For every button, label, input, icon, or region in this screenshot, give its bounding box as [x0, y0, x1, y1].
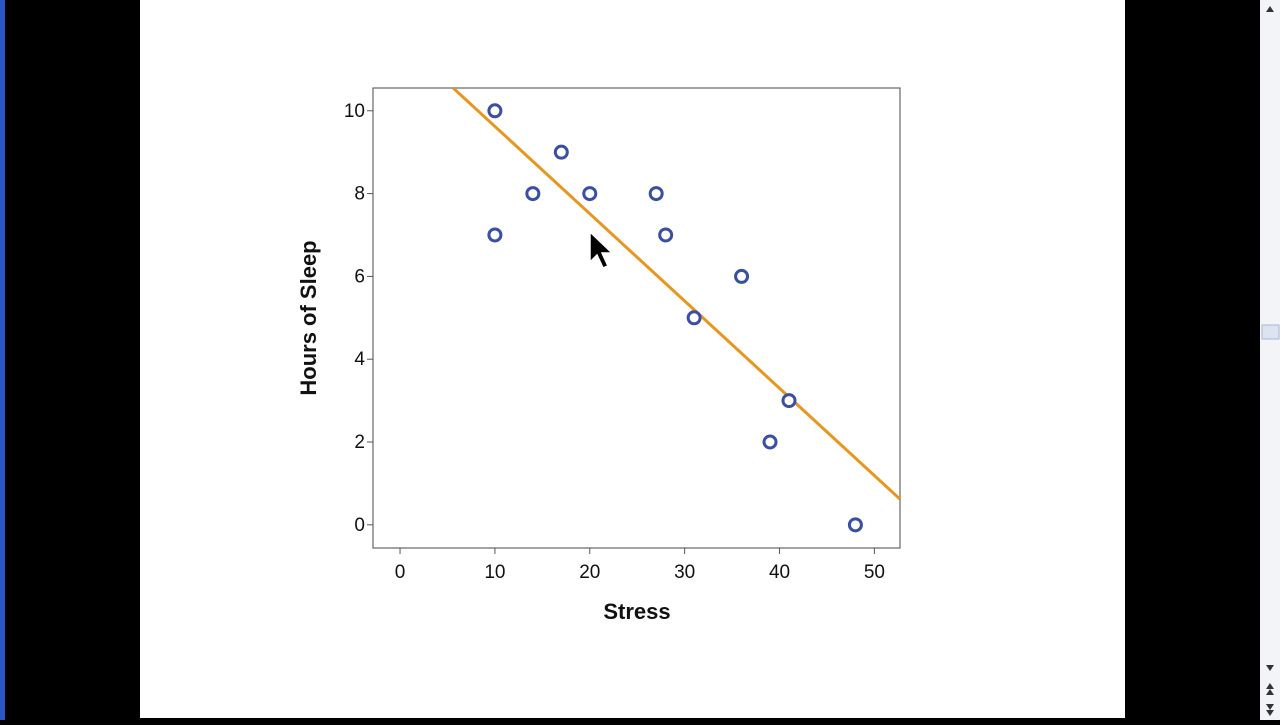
y-axis-title: Hours of Sleep [296, 240, 321, 395]
point [553, 144, 569, 160]
x-tick-label: 10 [484, 562, 505, 583]
scroll-thumb[interactable] [1261, 324, 1280, 340]
point [648, 186, 664, 202]
point [487, 227, 503, 243]
mouse-cursor [589, 230, 614, 269]
y-tick-label: 8 [354, 184, 365, 205]
fit-line [452, 88, 900, 501]
point [582, 186, 598, 202]
x-tick-label: 0 [395, 562, 406, 583]
scrollbar[interactable] [1260, 0, 1280, 720]
point [686, 310, 702, 326]
window-edge [0, 0, 5, 720]
x-tick-label: 20 [579, 562, 600, 583]
point [658, 227, 674, 243]
point [762, 434, 778, 450]
point [525, 186, 541, 202]
y-tick-label: 2 [354, 432, 365, 453]
point [734, 268, 750, 284]
x-axis-title: Stress [603, 599, 670, 624]
plot: 0 10 20 30 40 50 0 2 4 6 8 10 [344, 88, 900, 583]
page-down[interactable] [1266, 704, 1274, 716]
y-tick-label: 4 [354, 349, 365, 370]
y-tick-label: 6 [354, 266, 365, 287]
x-tick-label: 30 [674, 562, 695, 583]
x-tick-label: 40 [769, 562, 790, 583]
plot-area [372, 87, 901, 549]
y-tick-label: 0 [354, 515, 365, 536]
point [487, 103, 503, 119]
page-up[interactable] [1266, 683, 1274, 695]
scroll-down[interactable] [1266, 665, 1274, 671]
point [847, 517, 863, 533]
point [781, 393, 797, 409]
y-tick-label: 10 [344, 101, 365, 122]
scroll-up[interactable] [1266, 6, 1274, 12]
x-tick-label: 50 [864, 562, 885, 583]
